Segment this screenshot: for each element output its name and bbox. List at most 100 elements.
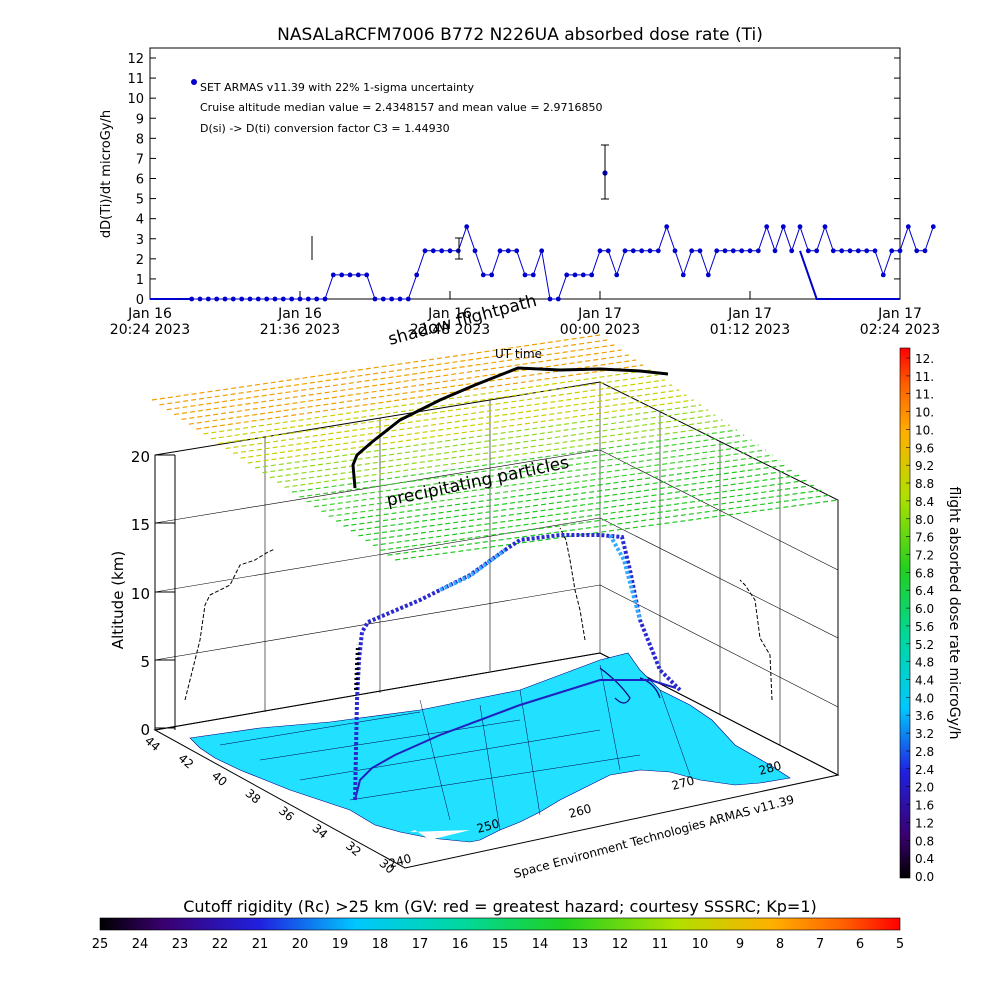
right-colorbar-tick-label: 9.6 <box>915 441 934 455</box>
series-point <box>214 296 220 302</box>
right-colorbar-tick-label: 0.0 <box>915 870 934 884</box>
chart-title: NASALaRCFM7006 B772 N226UA absorbed dose… <box>277 25 763 45</box>
series-point <box>305 296 311 302</box>
right-colorbar-tick-label: 8.8 <box>915 477 934 491</box>
series-point <box>714 248 720 254</box>
bottom-colorbar-tick-label: 5 <box>896 937 904 952</box>
series-point <box>222 296 228 302</box>
bottom-colorbar-tick-label: 8 <box>776 937 784 952</box>
series-point <box>205 296 211 302</box>
series-point <box>647 248 653 254</box>
right-colorbar-tick-label: 5.6 <box>915 620 934 634</box>
dose-slab-line <box>159 339 608 406</box>
right-colorbar-tick-label: 9.2 <box>915 459 934 473</box>
shadow-left-wall <box>184 548 276 701</box>
series-point <box>364 272 370 278</box>
bottom-colorbar-tick-label: 9 <box>736 937 744 952</box>
right-colorbar-tick-label: 6.4 <box>915 584 934 598</box>
series-point <box>730 248 736 254</box>
dose-slab-line <box>387 494 831 556</box>
dose-slab-line <box>262 409 709 474</box>
series-point <box>680 272 686 278</box>
series-point <box>472 248 478 254</box>
timeseries-ylabel: dD(Ti)/dt microGy/h <box>99 110 114 238</box>
latitude-tick-label: 34 <box>310 821 331 842</box>
altitude-ticks: 0 5 10 15 20 <box>131 448 175 739</box>
y-tick-label: 2 <box>136 253 144 268</box>
series-point <box>847 248 853 254</box>
longitude-tick-label: 240 <box>387 851 413 870</box>
bottom-colorbar-tick-label: 21 <box>252 937 269 952</box>
bottom-colorbar-tick-label: 7 <box>816 937 824 952</box>
three-d-panel: shadow flightpath UT time precipitating … <box>109 291 840 881</box>
y-tick-label: 11 <box>127 72 144 87</box>
right-colorbar-tick-label: 11. <box>915 370 934 384</box>
right-colorbar-tick-label: 12. <box>915 352 934 366</box>
altitude-tick-label: 20 <box>131 448 150 466</box>
dose-slab-line <box>210 374 658 440</box>
y-tick-label: 7 <box>136 152 144 167</box>
dose-slab-line <box>365 479 810 542</box>
series-point <box>897 248 903 254</box>
series-point <box>705 272 711 278</box>
series-point <box>864 248 870 254</box>
flightpath-3d-light-segment <box>439 534 642 621</box>
series-point <box>905 224 911 230</box>
dose-slab-line <box>240 394 687 459</box>
series-point <box>814 248 820 254</box>
series-point <box>805 248 811 254</box>
error-bar-peak <box>601 144 609 200</box>
series-point <box>272 296 278 302</box>
altitude-tick-label: 0 <box>140 721 150 739</box>
series-point <box>447 248 453 254</box>
us-map-lakes <box>599 667 661 704</box>
series-point <box>564 272 570 278</box>
right-colorbar-tick-label: 3.2 <box>915 727 934 741</box>
right-colorbar-tick-label: 0.4 <box>915 852 934 866</box>
series-point <box>722 248 728 254</box>
series-point <box>289 296 295 302</box>
series-point <box>264 296 270 302</box>
shadow-flightpath-top <box>351 366 669 489</box>
y-tick-label: 10 <box>127 92 144 107</box>
series-point <box>522 272 528 278</box>
longitude-ticks: 240 250 260 270 280 <box>387 758 783 870</box>
series-point <box>439 248 445 254</box>
bottom-colorbar-tick-label: 16 <box>452 937 469 952</box>
dose-slab-line <box>350 469 795 532</box>
bottom-colorbar-tick-label: 18 <box>372 937 389 952</box>
latitude-tick-label: 38 <box>243 786 264 807</box>
us-map-border-ticks <box>410 830 470 840</box>
series-point <box>755 248 761 254</box>
dose-slab-line <box>225 384 673 450</box>
bottom-colorbar-label: Cutoff rigidity (Rc) >25 km (GV: red = g… <box>183 897 817 916</box>
dose-slab-line <box>284 424 730 488</box>
series-point <box>597 248 603 254</box>
right-colorbar-tick-label: 4.8 <box>915 656 934 670</box>
altitude-axis-label: Altitude (km) <box>109 551 127 649</box>
legend-text: SET ARMAS v11.39 with 22% 1-sigma uncert… <box>200 81 474 94</box>
right-colorbar-tick-label: 2.8 <box>915 745 934 759</box>
bottom-colorbar-tick-label: 23 <box>172 937 189 952</box>
y-tick-label: 0 <box>136 293 144 308</box>
series-point <box>530 272 536 278</box>
series-point <box>780 224 786 230</box>
right-colorbar-tick-label: 7.6 <box>915 531 934 545</box>
series-point <box>855 248 861 254</box>
dose-slab-line <box>291 429 738 493</box>
right-colorbar-tick-label: 10. <box>915 423 934 437</box>
error-bar-cruise <box>455 237 463 260</box>
bottom-colorbar-tick-label: 25 <box>92 937 109 952</box>
series-point <box>422 248 428 254</box>
bottom-colorbar-tick-label: 11 <box>652 937 669 952</box>
altitude-tick-label: 15 <box>131 516 150 534</box>
series-point <box>539 248 545 254</box>
dose-slab-line <box>196 364 644 430</box>
right-colorbar-ticks: 12. 11. 11. 10. 10. 9.6 9.2 8.8 8.4 8.0 7.6 7.2 6.8 6… <box>906 352 934 884</box>
series-point <box>239 296 245 302</box>
series-point <box>697 248 703 254</box>
series-point <box>380 296 386 302</box>
right-colorbar-tick-label: 8.4 <box>915 495 934 509</box>
dose-slab-line <box>277 419 723 483</box>
